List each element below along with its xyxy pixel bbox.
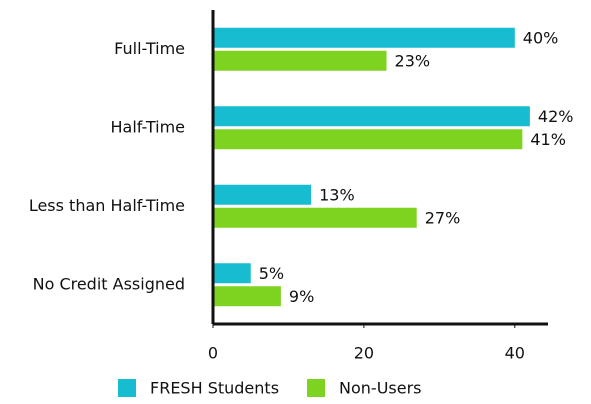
- y-tick-label: Full-Time: [114, 39, 185, 58]
- bar: [213, 129, 523, 150]
- bar: [213, 50, 387, 71]
- bar: [213, 207, 417, 228]
- y-tick-label: No Credit Assigned: [33, 274, 185, 293]
- bar: [213, 263, 251, 284]
- x-tick-label: 20: [354, 344, 374, 363]
- value-label: 23%: [395, 51, 431, 70]
- legend-label: Non-Users: [339, 379, 421, 398]
- y-tick-label: Less than Half-Time: [29, 196, 185, 215]
- legend-swatch: [307, 379, 326, 397]
- value-label: 13%: [319, 185, 355, 204]
- value-label: 9%: [289, 287, 314, 306]
- bar: [213, 286, 281, 307]
- x-tick-label: 40: [505, 344, 525, 363]
- bar: [213, 27, 515, 48]
- value-label: 40%: [523, 28, 559, 47]
- value-label: 5%: [259, 264, 284, 283]
- y-tick-label: Half-Time: [111, 117, 186, 136]
- value-label: 41%: [530, 130, 566, 149]
- value-label: 27%: [425, 208, 461, 227]
- bar: [213, 184, 312, 205]
- legend-swatch: [118, 379, 136, 397]
- value-label: 42%: [538, 107, 574, 126]
- bar: [213, 106, 530, 127]
- x-tick-label: 0: [208, 344, 218, 363]
- legend-label: FRESH Students: [150, 379, 279, 398]
